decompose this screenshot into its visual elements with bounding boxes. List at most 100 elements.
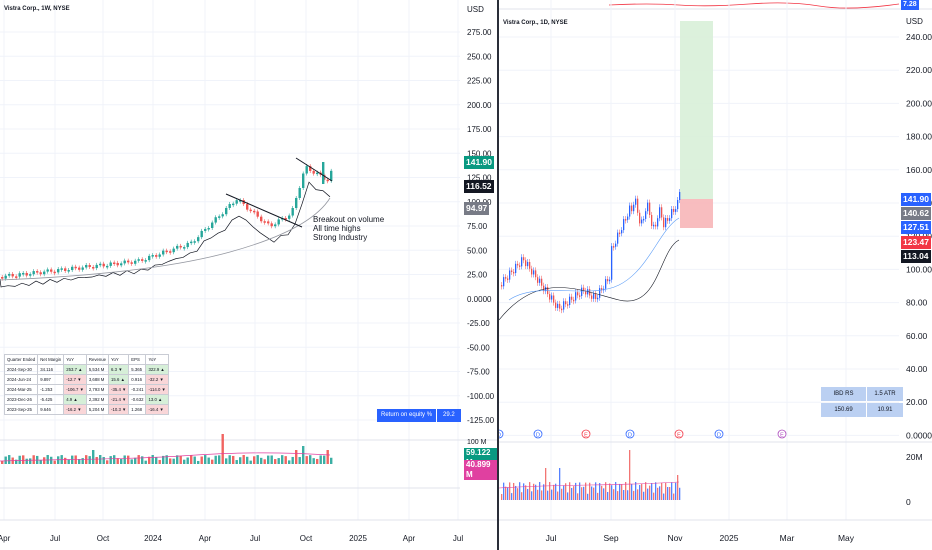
candle-body — [549, 294, 551, 300]
candle-body — [4, 275, 7, 279]
candle-body — [291, 208, 294, 216]
volume-bar — [675, 482, 677, 500]
pane-divider[interactable] — [497, 0, 499, 550]
left-chart-canvas[interactable]: 275.00 250.00 225.00 200.00 175.00 150.00 125.… — [0, 0, 497, 550]
volume-bar — [663, 493, 665, 500]
time-axis-label: Oct — [97, 534, 110, 543]
volume-bar — [543, 484, 545, 500]
candle-body — [221, 214, 224, 217]
volume-bar — [581, 487, 583, 500]
price-axis-label: -25.00 — [467, 319, 490, 328]
volume-bar — [43, 457, 46, 464]
candle-body — [501, 285, 503, 287]
volume-bar — [165, 455, 168, 464]
candle-body — [225, 207, 228, 215]
candle-body — [609, 279, 611, 282]
volume-axis-label: 20M — [906, 452, 923, 462]
volume-ma-line — [499, 481, 680, 489]
candle-body — [312, 170, 315, 174]
volume-bar — [551, 489, 553, 500]
candle-body — [239, 200, 242, 202]
candle-body — [513, 271, 515, 274]
candle-body — [71, 266, 74, 271]
table-cell: -114.0 ▼ — [145, 384, 169, 395]
table-cell: -0.632 — [128, 394, 147, 405]
volume-bar — [228, 455, 231, 464]
volume-bar — [615, 482, 617, 500]
table-cell: -16.2 ▼ — [63, 404, 87, 415]
price-axis-label: 0.0000 — [467, 295, 492, 304]
left-chart-pane[interactable]: 275.00 250.00 225.00 200.00 175.00 150.00 125.… — [0, 0, 497, 550]
volume-bar — [183, 459, 186, 464]
candle-body — [557, 303, 559, 308]
candle-body — [597, 297, 599, 300]
volume-bar — [218, 455, 221, 464]
candle-body — [649, 202, 651, 215]
candle-body — [8, 273, 11, 276]
table-cell: 0.916 — [128, 374, 147, 385]
volume-bar — [669, 487, 671, 500]
roe-label: Return on equity % — [377, 409, 437, 422]
candle-body — [200, 230, 203, 238]
volume-bar — [18, 455, 21, 464]
event-marker-label: D — [628, 433, 632, 439]
right-currency-label: USD — [906, 17, 923, 26]
indicator-line — [608, 2, 900, 9]
volume-bar — [545, 468, 547, 500]
volume-bar — [95, 456, 98, 464]
event-marker-label: E — [780, 433, 784, 439]
candle-body — [151, 255, 154, 257]
volume-bar — [239, 457, 242, 464]
price-axis-label: 50.00 — [467, 246, 488, 255]
right-chart-pane[interactable]: 240.00220.00200.00180.00160.00140.00120.… — [499, 0, 932, 550]
volume-bar — [617, 491, 619, 500]
volume-bar — [78, 459, 81, 464]
volume-bar — [673, 493, 675, 500]
volume-bar — [535, 484, 537, 500]
candle-body — [172, 248, 175, 253]
price-tag-3: 127.51 — [901, 221, 931, 234]
candle-body — [515, 263, 517, 273]
volume-bar — [288, 460, 291, 464]
price-axis-label: 160.00 — [906, 165, 932, 175]
volume-bar — [298, 457, 301, 464]
candle-body — [575, 292, 577, 301]
candle-body — [270, 223, 273, 227]
volume-bar — [141, 456, 144, 464]
volume-bar — [246, 456, 249, 464]
candle-body — [78, 267, 81, 270]
volume-bar — [190, 455, 193, 464]
time-axis-label: Oct — [300, 534, 313, 543]
volume-bar — [503, 482, 505, 500]
candle-body — [651, 214, 653, 226]
volume-bar — [593, 487, 595, 500]
candle-body — [619, 232, 621, 235]
candle-body — [288, 215, 291, 219]
volume-bar — [88, 456, 91, 464]
candle-body — [214, 217, 217, 223]
volume-bar — [127, 455, 130, 464]
candle-body — [637, 198, 639, 213]
candle-body — [92, 267, 95, 269]
table-cell: 5,204 M — [85, 404, 110, 415]
volume-bar — [169, 458, 172, 464]
table-cell: 2,793 M — [85, 384, 110, 395]
event-marker-icon — [714, 429, 724, 439]
table-cell: -12.7 ▼ — [63, 374, 87, 385]
candle-body — [29, 274, 32, 276]
volume-bar — [649, 485, 651, 500]
volume-bar — [29, 458, 32, 464]
time-axis-label: Nov — [667, 533, 683, 543]
volume-bar — [553, 484, 555, 500]
right-chart-canvas[interactable]: 240.00220.00200.00180.00160.00140.00120.… — [499, 0, 932, 550]
candle-body — [25, 272, 28, 276]
candle-body — [123, 260, 126, 264]
candle-body — [74, 266, 77, 269]
volume-bar — [330, 457, 333, 464]
candle-body — [675, 209, 677, 212]
table-cell: -1.253 — [37, 384, 65, 395]
candle-body — [517, 263, 519, 266]
candle-body — [583, 287, 585, 291]
volume-bar — [561, 488, 563, 500]
candle-body — [204, 228, 207, 231]
